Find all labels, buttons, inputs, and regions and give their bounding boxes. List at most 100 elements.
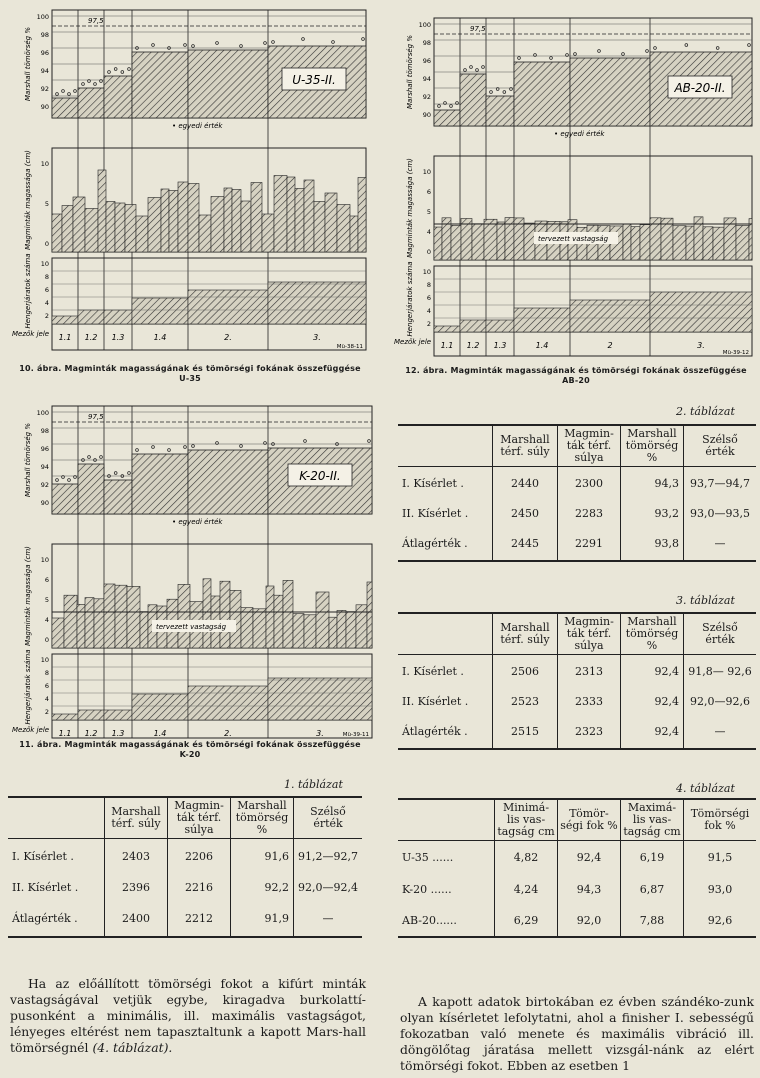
series-label: AB-20-II.	[673, 81, 725, 95]
y-tick-label: 4	[427, 228, 431, 236]
thickness-bar	[622, 223, 632, 261]
single-value-dot	[469, 65, 473, 69]
y-tick-label: 90	[423, 111, 431, 119]
table-row: II. Kísérlet . 2396 2216 92,2 92,0—92,4	[8, 874, 362, 901]
single-value-dot	[475, 68, 479, 72]
table-header-cell: Marshall térf. súly	[492, 424, 558, 467]
table-cell: 2323	[557, 714, 621, 750]
thickness-bar	[303, 614, 317, 649]
roller-pass-bar	[103, 309, 133, 325]
roller-pass-bar	[649, 291, 753, 333]
compaction-bar	[131, 51, 189, 119]
single-value-dot	[87, 455, 91, 459]
field-axis-label: Mezők jele	[394, 337, 431, 346]
table-cell: 2206	[167, 838, 231, 875]
field-label: 1.1	[441, 341, 454, 350]
y-tick-label: 4	[45, 695, 49, 703]
field-label: 1.4	[154, 333, 167, 342]
table-header-cell: Marshall tömörség %	[620, 612, 684, 655]
y-tick-label: 10	[41, 160, 49, 168]
single-value-dot	[73, 475, 77, 479]
single-value-dot	[99, 455, 103, 459]
y-tick-label: 0	[45, 636, 49, 644]
single-value-dot	[135, 448, 139, 452]
y-tick-label: 10	[41, 260, 49, 268]
single-value-legend: • egyedi érték	[172, 518, 223, 526]
table-cell: 91,5	[683, 840, 756, 875]
single-value-dot	[437, 104, 441, 108]
field-label: 2.	[224, 729, 232, 738]
table-header-cell: Szélső érték	[683, 424, 756, 467]
table-corner-cell	[398, 424, 493, 467]
single-value-dot	[93, 82, 97, 86]
table-cell: 4,24	[494, 874, 558, 905]
y-axis-label: Hengerjáratok száma	[24, 649, 32, 724]
panel-fields	[51, 719, 373, 739]
y-tick-label: 96	[41, 49, 49, 57]
thickness-bar	[294, 188, 305, 253]
table-cell: 93,8	[620, 526, 684, 562]
y-tick-label: 92	[41, 481, 49, 489]
single-value-dot	[367, 439, 371, 443]
thickness-bar	[76, 604, 86, 649]
thickness-bar	[135, 215, 149, 253]
y-tick-label: 10	[423, 168, 431, 176]
thickness-bar	[672, 225, 687, 261]
compaction-bar	[433, 109, 461, 127]
field-label: 3.	[313, 333, 321, 342]
single-value-dot	[183, 445, 187, 449]
roller-pass-bar	[267, 677, 373, 721]
field-label: 1.3	[494, 341, 507, 350]
field-label: 1.4	[536, 341, 549, 350]
single-value-dot	[61, 475, 65, 479]
paragraph-left-text: Ha az előállított tömörségi fokot a kifú…	[10, 976, 366, 1055]
roller-pass-bar	[131, 297, 189, 325]
compaction-bar	[131, 453, 189, 515]
figure-stamp: Mü-39-12	[723, 350, 749, 356]
y-tick-label: 2	[427, 320, 431, 328]
thickness-bar	[357, 177, 367, 253]
table-cell: 4,82	[494, 840, 558, 875]
y-tick-label: 8	[45, 273, 49, 281]
table-cell: 2445	[492, 526, 558, 562]
thickness-bar	[303, 179, 315, 253]
single-value-dot	[361, 37, 365, 41]
reference-label-97-5: 97,5	[88, 413, 104, 421]
roller-pass-bar	[77, 709, 105, 721]
planned-thickness-label: tervezett vastagság	[538, 235, 609, 243]
table-cell: 2396	[104, 874, 168, 901]
single-value-dot	[87, 79, 91, 83]
table-4-title: 4. táblázat	[676, 782, 735, 795]
thickness-bar	[210, 196, 225, 253]
single-value-dot	[113, 67, 118, 71]
single-value-dot	[239, 44, 243, 48]
compaction-bar	[513, 61, 571, 127]
thickness-bar	[103, 583, 116, 649]
single-value-dot	[449, 104, 453, 108]
thickness-bar	[261, 213, 275, 253]
single-value-dot	[621, 52, 625, 56]
table-cell: 91,2—92,7	[293, 838, 362, 875]
thickness-bar	[177, 584, 191, 649]
table-cell: 6,19	[620, 840, 684, 875]
y-tick-label: 100	[37, 13, 49, 21]
figure-11-caption-line1: 11. ábra. Magminták magasságának és tömö…	[19, 740, 361, 749]
field-label: 1.2	[85, 333, 98, 342]
thickness-bar	[202, 578, 212, 649]
row-label: AB-20......	[398, 904, 495, 938]
thickness-bar	[219, 580, 231, 649]
table-2-title: 2. táblázat	[676, 405, 735, 418]
field-label: 1.1	[59, 333, 72, 342]
thickness-bar	[315, 591, 330, 649]
y-tick-label: 0	[427, 248, 431, 256]
thickness-bar	[748, 218, 753, 261]
reference-label-97-5: 97,5	[88, 17, 104, 25]
field-label: 2	[607, 341, 612, 350]
thickness-bar	[286, 176, 296, 253]
single-value-dot	[93, 458, 97, 462]
series-label-box	[281, 67, 347, 91]
y-axis-label: Magminták magassága (cm)	[24, 150, 32, 250]
table-header-row: Marshall térf. súly Magmin- ták térf. sú…	[398, 424, 756, 467]
single-value-dot	[489, 90, 493, 94]
row-label: Átlagérték .	[398, 526, 493, 562]
